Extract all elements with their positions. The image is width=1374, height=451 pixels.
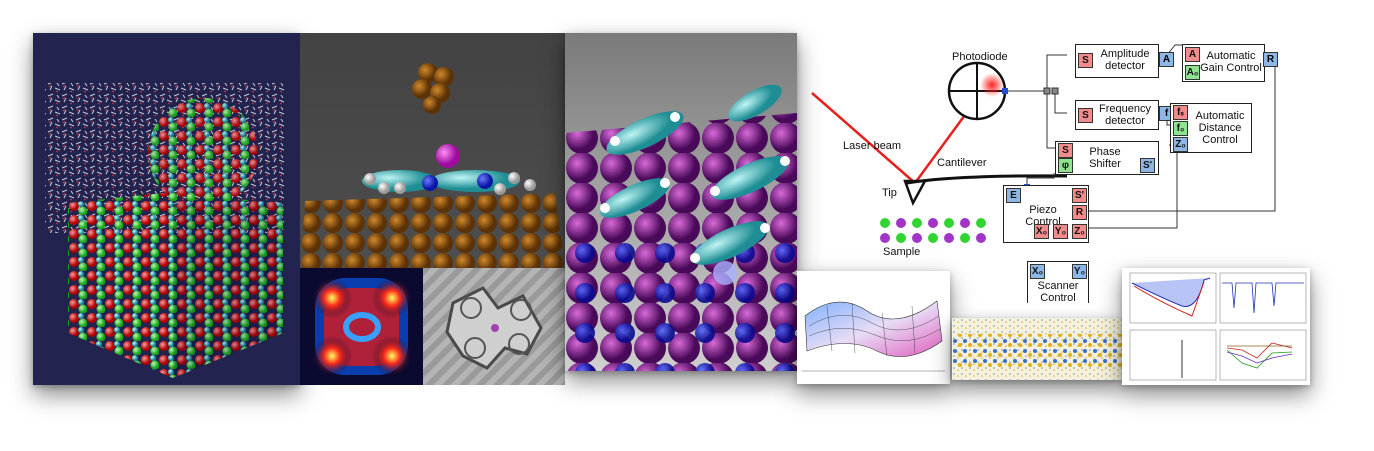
phase-shifter-label: Phase Shifter	[1089, 146, 1121, 170]
molecule-adsorption-image	[300, 33, 565, 268]
adsorbed-molecule	[362, 144, 536, 195]
frequency-detector-label: Frequency detector	[1099, 103, 1151, 127]
port-x0: X₀	[1034, 224, 1049, 239]
port-y0: Y₀	[1053, 224, 1068, 239]
surface-plot-render	[802, 300, 945, 372]
laser-beam-label: Laser beam	[843, 140, 902, 152]
data-plots-grid	[1122, 268, 1310, 385]
gold-cluster	[412, 63, 454, 114]
port-s: S	[1078, 53, 1093, 68]
simulation-snapshot-strip	[952, 318, 1122, 380]
cantilever-beam	[906, 174, 1068, 185]
port-f0: f₀	[1173, 121, 1188, 136]
automatic-distance-control-block: fₛ f₀ Z₀ Automatic Distance Control	[1170, 103, 1252, 153]
port-e: E	[1006, 188, 1021, 203]
molecules-on-lattice-image	[565, 33, 797, 371]
crystal-simulation-image	[33, 33, 300, 385]
port-z0: Z₀	[1072, 224, 1087, 239]
sample-label: Sample	[883, 246, 921, 258]
stm-render	[445, 286, 543, 370]
laser-incident	[811, 92, 916, 184]
port-r-in: R	[1072, 205, 1087, 220]
port-s-prime: S'	[1140, 158, 1155, 173]
plots-render	[1129, 272, 1307, 381]
aromatic-molecules	[600, 84, 790, 265]
diagram-lines	[811, 44, 1276, 243]
amplitude-detector-label: Amplitude detector	[1100, 48, 1150, 72]
port-s-freq: S	[1078, 108, 1093, 123]
charge-density-map	[300, 268, 423, 385]
stm-topography-image	[423, 268, 565, 385]
port-x0-scanner: X₀	[1030, 264, 1045, 279]
sample-dots	[880, 218, 986, 243]
piezo-control-block: E S' R Piezo Control X₀ Y₀ Z₀	[1003, 185, 1089, 243]
afm-control-diagram: Photodiode Laser beam Cantilever Tip Sam…	[797, 33, 1297, 303]
port-s-phase: S	[1058, 143, 1073, 158]
crystal-render	[45, 83, 285, 378]
tip-label: Tip	[882, 187, 897, 199]
amplitude-detector-block: S Amplitude detector	[1075, 44, 1159, 78]
port-r: R	[1263, 52, 1278, 67]
distance-control-label: Automatic Distance Control	[1195, 110, 1245, 146]
photodiode-label: Photodiode	[952, 51, 1008, 63]
lattice-render	[565, 84, 797, 371]
cantilever-label: Cantilever	[937, 157, 987, 169]
scanner-control-block: X₀ Y₀ Scanner Control	[1027, 261, 1089, 303]
port-a0: A₀	[1185, 65, 1200, 80]
snapshot-render	[952, 318, 1122, 380]
phase-shifter-block: S φ S' Phase Shifter	[1055, 141, 1159, 175]
scanner-control-label: Scanner Control	[1037, 280, 1079, 303]
surface-plot-image	[797, 271, 950, 384]
molecule-render	[300, 63, 565, 268]
port-s-prime-in: S'	[1072, 188, 1087, 203]
port-a: A	[1159, 52, 1174, 67]
port-y0-scanner: Y₀	[1072, 264, 1087, 279]
frequency-detector-block: S Frequency detector	[1075, 100, 1159, 130]
port-a-in: A	[1185, 47, 1200, 62]
port-phi: φ	[1058, 158, 1073, 173]
gain-control-label: Automatic Gain Control	[1200, 50, 1262, 74]
port-z0-out: Z₀	[1173, 137, 1188, 152]
port-fs: fₛ	[1173, 105, 1188, 120]
automatic-gain-control-block: A A₀ Automatic Gain Control	[1182, 44, 1265, 82]
density-render	[312, 278, 412, 376]
